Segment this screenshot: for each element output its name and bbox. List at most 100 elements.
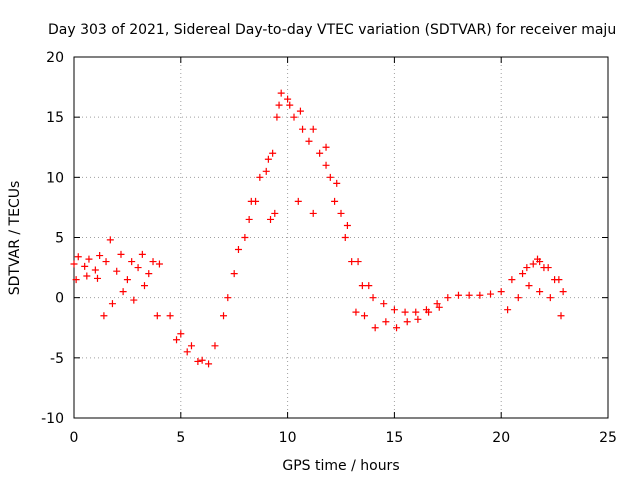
data-point (277, 89, 285, 97)
y-tick-label: -5 (50, 351, 64, 367)
data-point (83, 272, 91, 280)
data-point (290, 113, 298, 121)
data-point (476, 291, 484, 299)
data-point (72, 276, 80, 284)
data-point (296, 107, 304, 115)
data-point (544, 264, 552, 272)
x-tick-label: 15 (385, 430, 403, 446)
data-point (425, 308, 433, 316)
data-point (93, 274, 101, 282)
data-point (128, 258, 136, 266)
data-point (91, 266, 99, 274)
data-point (245, 215, 253, 223)
data-point (523, 264, 531, 272)
data-point (309, 209, 317, 217)
data-point (309, 125, 317, 133)
data-point (508, 276, 516, 284)
data-point (393, 324, 401, 332)
data-point (70, 260, 78, 268)
data-point (117, 250, 125, 258)
data-point (390, 306, 398, 314)
data-point (465, 291, 473, 299)
data-point (220, 312, 228, 320)
data-point (145, 270, 153, 278)
data-point (140, 282, 148, 290)
data-point (106, 236, 114, 244)
data-point (96, 252, 104, 260)
data-point (299, 125, 307, 133)
data-point (454, 291, 462, 299)
data-point (113, 267, 121, 275)
y-tick-label: 10 (46, 170, 64, 186)
data-point (401, 308, 409, 316)
data-point (352, 308, 360, 316)
data-point (337, 209, 345, 217)
x-tick-label: 25 (599, 430, 617, 446)
data-point (85, 255, 93, 263)
data-point (241, 234, 249, 241)
data-point (234, 246, 242, 254)
data-point (403, 318, 411, 326)
data-point (194, 357, 202, 365)
data-point (262, 167, 270, 175)
y-tick-label: 15 (46, 110, 64, 126)
axis-ticks: 0 5 10 15 20 25 -10 -5 0 5 10 15 20 (41, 50, 617, 446)
data-point (247, 197, 255, 205)
y-tick-label: 5 (55, 231, 64, 247)
data-point (382, 318, 390, 326)
data-point (256, 173, 264, 181)
data-point (371, 324, 379, 332)
data-point (273, 113, 281, 121)
data-point (130, 296, 138, 304)
data-point (487, 290, 495, 298)
x-axis-label: GPS time / hours (282, 458, 399, 474)
y-tick-label: 20 (46, 50, 64, 66)
data-point (198, 356, 206, 364)
data-point (412, 308, 420, 316)
data-point (119, 288, 127, 296)
data-point (275, 101, 283, 109)
data-points (70, 89, 567, 368)
data-point (108, 300, 116, 308)
data-point (74, 253, 82, 261)
data-point (269, 149, 277, 157)
data-point (333, 179, 341, 187)
data-point (149, 258, 157, 266)
data-point (433, 300, 441, 308)
data-point (354, 258, 362, 266)
data-point (331, 197, 339, 205)
data-point (435, 303, 443, 311)
data-point (294, 197, 302, 205)
data-point (100, 312, 108, 320)
data-point (348, 258, 356, 266)
data-point (504, 306, 512, 314)
data-point (444, 294, 452, 302)
x-tick-label: 5 (176, 430, 185, 446)
x-tick-label: 20 (492, 430, 510, 446)
data-point (155, 260, 163, 268)
data-point (305, 137, 313, 145)
data-point (414, 315, 422, 323)
data-point (534, 255, 542, 263)
data-point (343, 221, 351, 229)
data-point (341, 234, 349, 241)
data-point (123, 276, 131, 284)
data-point (360, 312, 368, 320)
x-tick-label: 10 (279, 430, 297, 446)
x-tick-label: 0 (70, 430, 79, 446)
data-point (177, 330, 185, 338)
y-tick-label: 0 (55, 291, 64, 307)
data-point (267, 215, 275, 223)
data-point (365, 282, 373, 290)
data-point (358, 282, 366, 290)
data-point (497, 288, 505, 296)
data-point (322, 161, 330, 169)
data-point (525, 282, 533, 290)
data-point (326, 173, 334, 181)
data-point (380, 300, 388, 308)
data-point (546, 294, 554, 302)
data-point (536, 288, 544, 296)
data-point (369, 294, 377, 302)
data-point (514, 294, 522, 302)
